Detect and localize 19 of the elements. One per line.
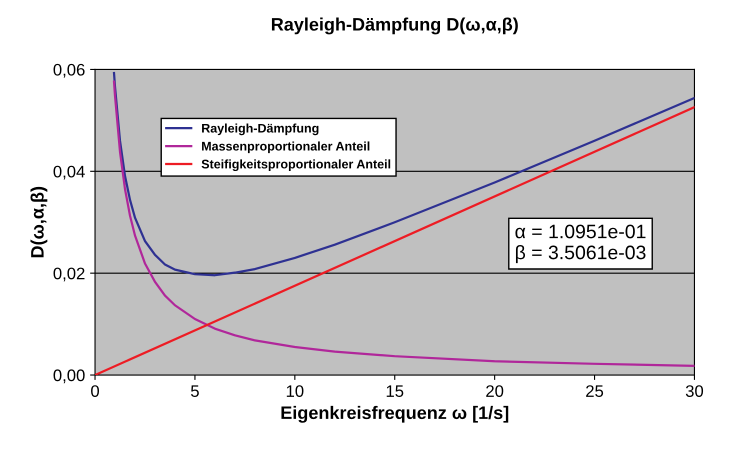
legend-label: Rayleigh-Dämpfung <box>202 123 318 136</box>
x-tick-label: 25 <box>586 385 604 397</box>
x-axis-title: Eigenkreisfrequenz ω [1/s] <box>281 406 508 423</box>
chart-title: Rayleigh-Dämpfung D(ω,α,β) <box>272 17 518 34</box>
y-tick-label: 0,04 <box>54 166 85 180</box>
line-series <box>112 72 694 276</box>
legend-label: Massenproportionaler Anteil <box>202 141 370 154</box>
annotation: α = 1.0951e-01 β = 3.5061e-03 <box>515 224 646 264</box>
y-tick-label: 0,00 <box>54 369 85 384</box>
x-tick-label: 10 <box>286 385 304 397</box>
x-tick-label: 20 <box>486 385 504 397</box>
y-tick-label: 0,02 <box>54 268 84 282</box>
x-tick-label: 15 <box>386 385 404 397</box>
y-tick-label: 0,06 <box>54 64 85 78</box>
y-axis-title: D(ω,α,β) <box>30 186 48 258</box>
x-tick-label: 0 <box>91 385 100 397</box>
legend-label: Steifigkeitsproportionaler Anteil <box>202 159 390 172</box>
x-tick-label: 5 <box>190 385 199 397</box>
x-tick-label: 30 <box>686 385 704 397</box>
